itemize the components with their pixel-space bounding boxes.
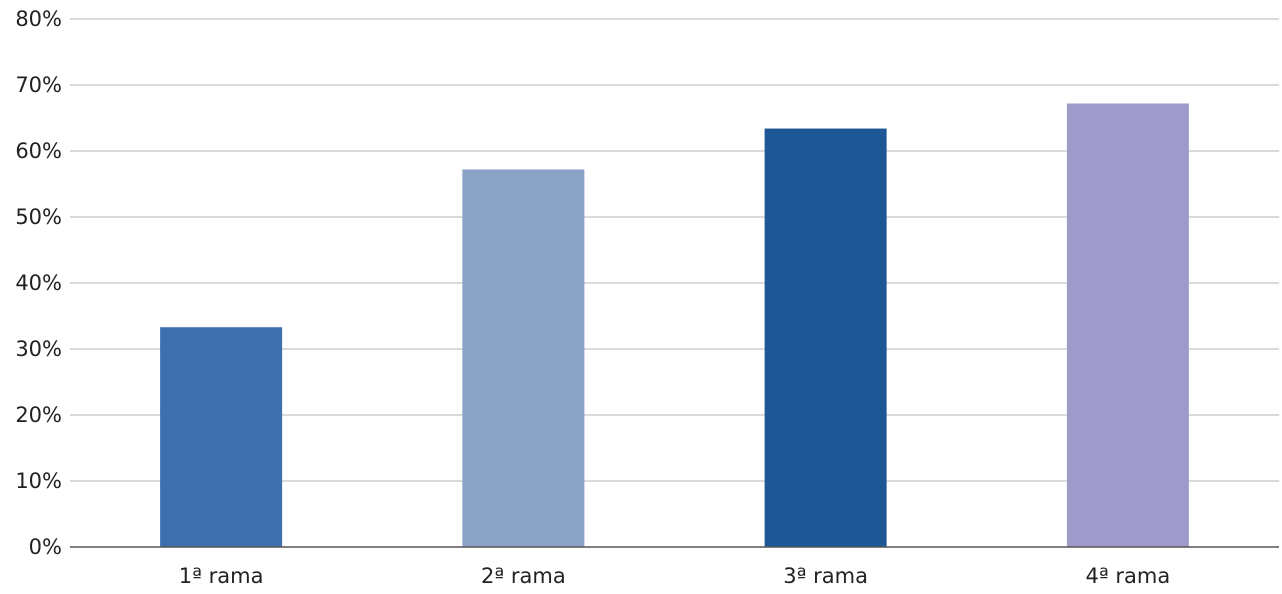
y-tick-label: 0% — [29, 535, 62, 559]
y-tick-label: 50% — [15, 205, 62, 229]
bars — [160, 103, 1189, 548]
x-axis-tick-labels: 1ª rama 2ª rama 3ª rama 4ª rama — [179, 564, 1171, 588]
bar-3 — [764, 128, 887, 547]
x-tick-label: 4ª rama — [1085, 564, 1170, 588]
y-tick-label: 40% — [15, 271, 62, 295]
y-tick-label: 30% — [15, 337, 62, 361]
y-axis-tick-labels: 0% 10% 20% 30% 40% 50% 60% 70% 80% — [15, 7, 62, 559]
bar-1 — [160, 327, 283, 547]
y-tick-label: 80% — [15, 7, 62, 31]
bar-4 — [1066, 103, 1189, 547]
y-tick-label: 60% — [15, 139, 62, 163]
x-tick-label: 1ª rama — [179, 564, 264, 588]
y-tick-label: 10% — [15, 469, 62, 493]
y-tick-label: 20% — [15, 403, 62, 427]
y-tick-label: 70% — [15, 73, 62, 97]
x-tick-label: 3ª rama — [783, 564, 868, 588]
bar-2 — [462, 169, 585, 548]
x-tick-label: 2ª rama — [481, 564, 566, 588]
